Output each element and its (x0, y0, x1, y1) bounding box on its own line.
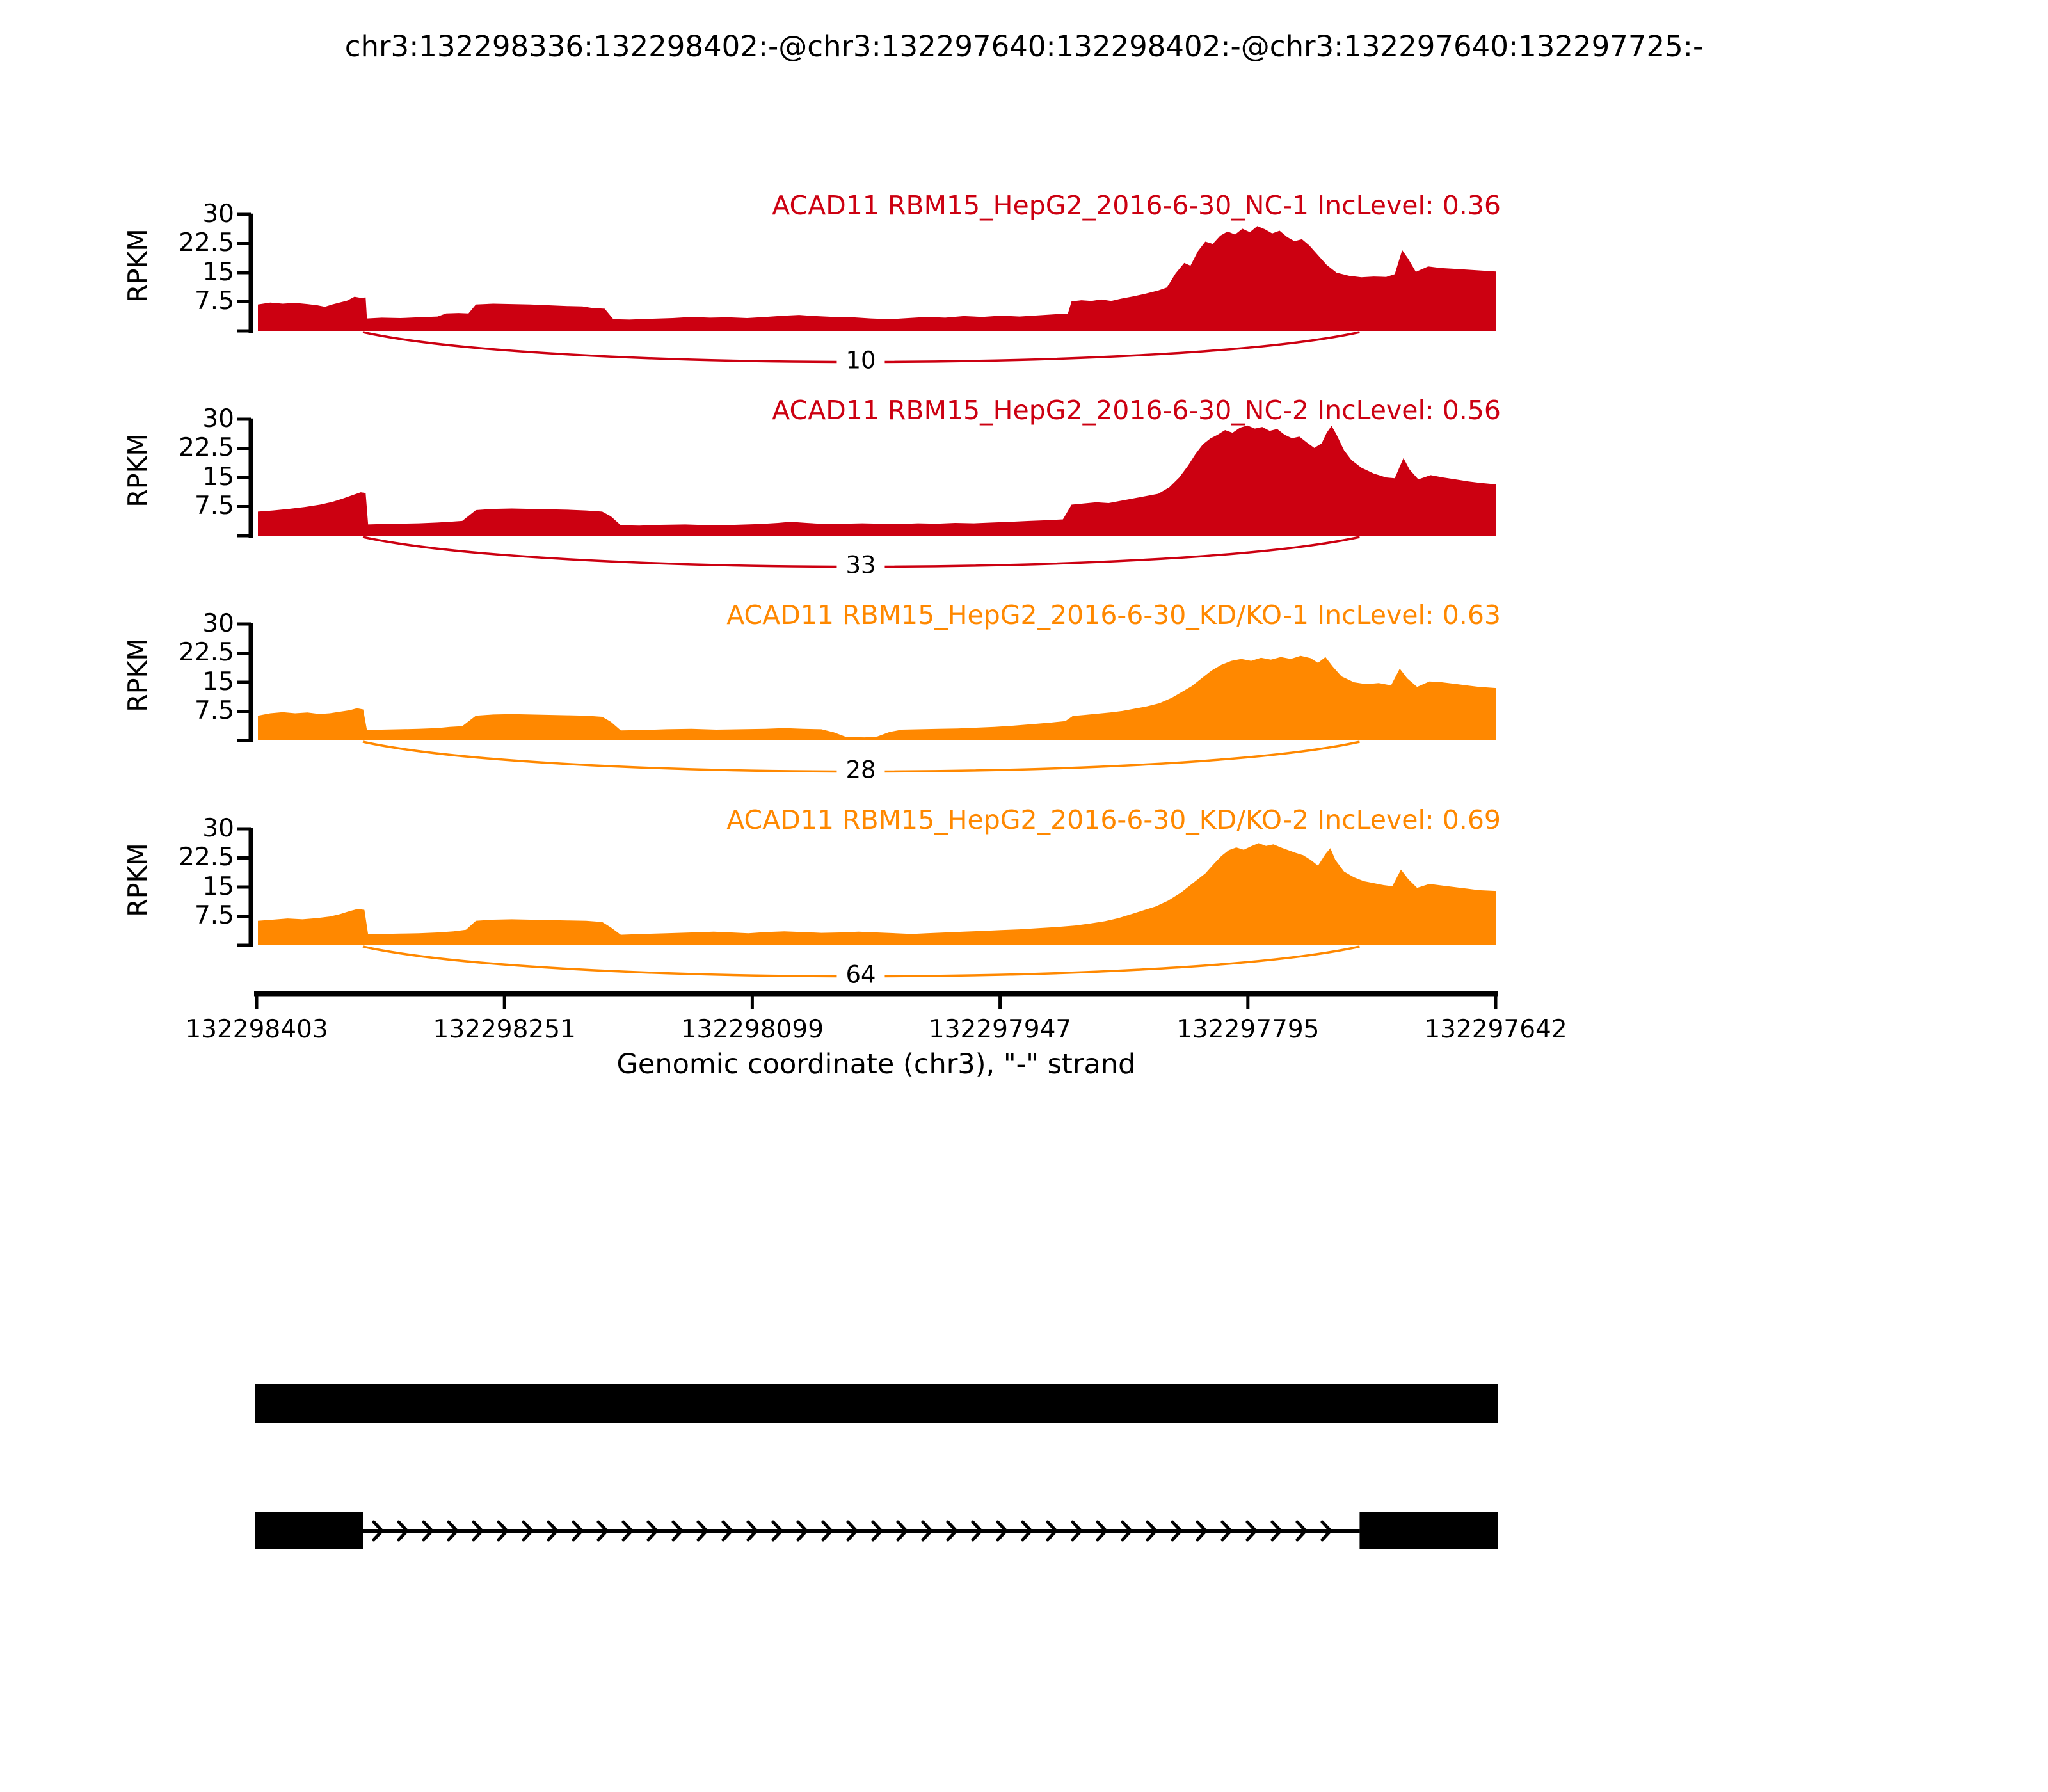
intron-strand-arrow-icon (1046, 1520, 1059, 1542)
x-tick-label: 132298403 (185, 1015, 328, 1044)
intron-strand-arrow-icon (921, 1520, 934, 1542)
y-tick-label: 22.5 (179, 843, 234, 872)
y-axis-title: RPKM (122, 228, 153, 303)
intron-strand-arrow-icon (896, 1520, 909, 1542)
track-title: ACAD11 RBM15_HepG2_2016-6-30_KD/KO-1 Inc… (726, 600, 1501, 630)
x-tick-label: 132298099 (680, 1015, 824, 1044)
intron-strand-arrow-icon (671, 1520, 684, 1542)
intron-strand-arrow-icon (1021, 1520, 1034, 1542)
coverage-area (258, 226, 1496, 331)
x-tick-label: 132298251 (433, 1015, 576, 1044)
intron-strand-arrow-icon (746, 1520, 759, 1542)
intron-strand-arrow-icon (422, 1520, 435, 1542)
y-axis-title: RPKM (122, 843, 153, 917)
intron-strand-arrow-icon (1245, 1520, 1258, 1542)
intron-strand-arrow-icon (1146, 1520, 1158, 1542)
figure-title: chr3:132298336:132298402:-@chr3:13229764… (344, 29, 1704, 63)
x-tick-label: 132297947 (928, 1015, 1072, 1044)
y-axis-title: RPKM (122, 638, 153, 712)
coverage-area (258, 843, 1496, 945)
junction-count-label: 64 (836, 961, 885, 989)
y-tick-label: 30 (202, 813, 234, 843)
intron-strand-arrow-icon (1171, 1520, 1183, 1542)
intron-strand-arrow-icon (522, 1520, 534, 1542)
intron-strand-arrow-icon (821, 1520, 834, 1542)
intron-strand-arrow-icon (1220, 1520, 1233, 1542)
intron-strand-arrow-icon (771, 1520, 784, 1542)
intron-strand-arrow-icon (447, 1520, 460, 1542)
y-tick-label: 7.5 (194, 287, 234, 316)
intron-strand-arrow-icon (646, 1520, 659, 1542)
y-tick-label: 7.5 (194, 492, 234, 521)
junction-count-label: 10 (836, 346, 885, 374)
intron-strand-arrow-icon (372, 1520, 385, 1542)
intron-strand-arrow-icon (1121, 1520, 1133, 1542)
track-title: ACAD11 RBM15_HepG2_2016-6-30_KD/KO-2 Inc… (726, 804, 1501, 835)
y-tick-label: 7.5 (194, 901, 234, 931)
intron-strand-arrow-icon (871, 1520, 884, 1542)
y-tick-label: 15 (202, 462, 234, 492)
transcript-exon (1359, 1512, 1498, 1549)
track-title: ACAD11 RBM15_HepG2_2016-6-30_NC-1 IncLev… (772, 190, 1501, 221)
intron-strand-arrow-icon (1295, 1520, 1308, 1542)
junction-count-label: 28 (836, 756, 885, 784)
x-tick-label: 132297642 (1424, 1015, 1567, 1044)
coverage-area (258, 655, 1496, 740)
y-tick-label: 22.5 (179, 433, 234, 463)
x-tick-label: 132297795 (1176, 1015, 1320, 1044)
y-tick-label: 30 (202, 199, 234, 228)
junction-count-label: 33 (836, 551, 885, 579)
y-axis-title: RPKM (122, 433, 153, 508)
intron-strand-arrow-icon (1270, 1520, 1283, 1542)
y-tick-label: 15 (202, 257, 234, 287)
coverage-area (258, 425, 1496, 536)
intron-strand-arrow-icon (547, 1520, 559, 1542)
transcript-exon (255, 1512, 363, 1549)
intron-strand-arrow-icon (846, 1520, 859, 1542)
intron-strand-arrow-icon (971, 1520, 984, 1542)
x-axis-label: Genomic coordinate (chr3), "-" strand (616, 1048, 1136, 1080)
intron-strand-arrow-icon (1196, 1520, 1208, 1542)
y-tick-label: 30 (202, 609, 234, 638)
intron-strand-arrow-icon (1071, 1520, 1084, 1542)
y-tick-label: 22.5 (179, 638, 234, 668)
intron-strand-arrow-icon (472, 1520, 484, 1542)
intron-strand-arrow-icon (621, 1520, 634, 1542)
track-title: ACAD11 RBM15_HepG2_2016-6-30_NC-2 IncLev… (772, 395, 1501, 426)
intron-strand-arrow-icon (796, 1520, 809, 1542)
intron-strand-arrow-icon (497, 1520, 509, 1542)
y-tick-label: 30 (202, 404, 234, 433)
intron-strand-arrow-icon (946, 1520, 959, 1542)
intron-strand-arrow-icon (397, 1520, 410, 1542)
intron-strand-arrow-icon (596, 1520, 609, 1542)
y-tick-label: 7.5 (194, 696, 234, 726)
intron-strand-arrow-icon (696, 1520, 709, 1542)
intron-strand-arrow-icon (1320, 1520, 1333, 1542)
y-tick-label: 22.5 (179, 228, 234, 258)
y-tick-label: 15 (202, 872, 234, 901)
intron-strand-arrow-icon (1096, 1520, 1108, 1542)
intron-strand-arrow-icon (721, 1520, 734, 1542)
y-tick-label: 15 (202, 667, 234, 696)
transcript-exon (255, 1384, 1498, 1423)
intron-strand-arrow-icon (996, 1520, 1009, 1542)
intron-strand-arrow-icon (572, 1520, 584, 1542)
